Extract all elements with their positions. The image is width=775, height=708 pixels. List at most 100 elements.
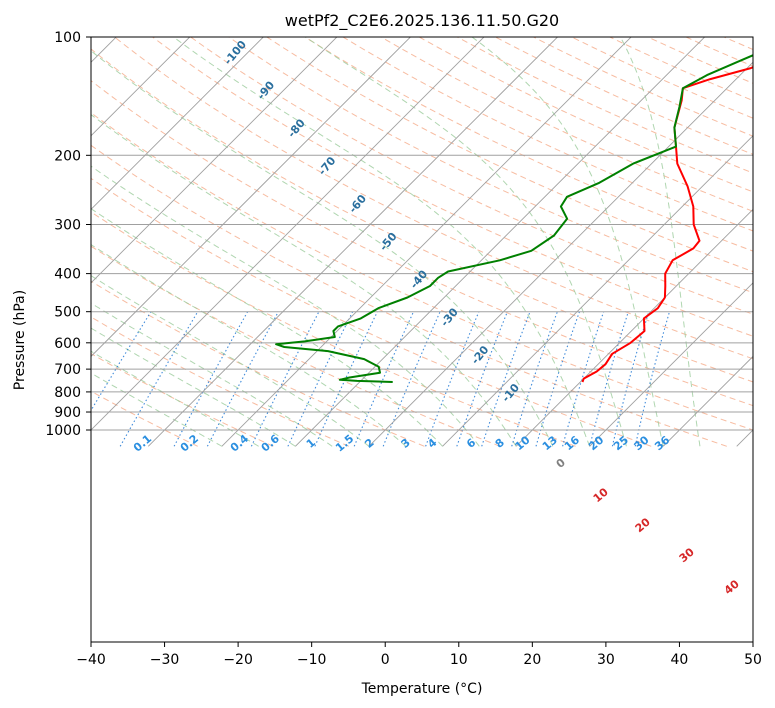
moist-adiabat-line — [91, 208, 443, 447]
y-tick-label: 400 — [54, 267, 81, 283]
dry-adiabat-line — [91, 353, 274, 447]
isotherm-line — [515, 208, 753, 447]
mixing-ratio-label: 10 — [512, 433, 532, 453]
mixing-ratio-line — [562, 311, 605, 447]
dry-adiabat-line — [91, 80, 753, 407]
x-tick-label: 20 — [523, 652, 541, 668]
plot-area: -100-90-80-70-60-50-40-30-20-100.1 0.2 0.4… — [0, 19, 753, 597]
mixing-ratio-lines — [91, 311, 671, 447]
x-tick-label: 0 — [381, 652, 390, 668]
mixing-ratio-line — [511, 311, 558, 447]
sounding-series — [275, 54, 753, 383]
y-tick-label: 500 — [54, 305, 81, 321]
dry-adiabat-line — [91, 211, 576, 447]
dry-adiabat-line — [151, 37, 753, 337]
isotherm-line — [368, 61, 753, 447]
moist-adiabat-label: 10 — [591, 485, 611, 505]
isotherm-line — [91, 37, 412, 358]
dry-adiabat-line — [91, 280, 425, 447]
dry-adiabat-label: -70 — [316, 154, 339, 178]
x-tick-label: −30 — [150, 652, 180, 668]
mixing-ratio-label: 4 — [425, 436, 439, 451]
moist-adiabat-label: 20 — [633, 515, 653, 535]
y-tick-label: 600 — [54, 336, 81, 352]
dry-adiabat-line — [265, 37, 753, 273]
dry-adiabat-label: -30 — [438, 305, 461, 329]
dry-adiabat-line — [227, 37, 753, 294]
mixing-ratio-label: 30 — [631, 433, 651, 453]
mixing-ratio-label: 0.6 — [259, 432, 283, 455]
moist-adiabat-label: 0 — [554, 456, 568, 471]
moist-adiabat-label: 30 — [677, 545, 697, 565]
dewpoint-profile — [275, 54, 753, 383]
y-tick-label: 700 — [54, 362, 81, 378]
mixing-ratio-line — [250, 311, 320, 447]
dry-adiabat-line — [91, 144, 727, 447]
mixing-ratio-label: 25 — [611, 433, 631, 453]
dry-adiabat-line — [91, 390, 198, 447]
mixing-ratio-line — [481, 311, 531, 447]
moist-adiabats — [91, 37, 701, 447]
moist-adiabat-line — [91, 327, 296, 447]
isotherm-line — [147, 37, 559, 447]
dry-adiabat-line — [91, 48, 753, 383]
x-tick-label: −20 — [223, 652, 253, 668]
mixing-ratio-line — [287, 311, 354, 447]
dry-adiabat-label: -100 — [221, 38, 249, 68]
x-axis-label: Temperature (°C) — [361, 681, 483, 697]
x-tick-label: 50 — [744, 652, 762, 668]
pressure-gridlines — [91, 37, 753, 431]
mixing-ratio-line — [456, 311, 508, 447]
mixing-ratio-line — [382, 311, 441, 447]
isotherm-line — [736, 429, 753, 447]
mixing-ratio-label: 0.2 — [178, 432, 201, 454]
isotherm-line — [0, 19, 61, 446]
dry-adiabat-line — [418, 37, 753, 193]
isotherm-line — [221, 37, 632, 447]
x-tick-label: −10 — [297, 652, 327, 668]
y-axis-ticks: 100 200 300 400 500 600 700 800 900 1000 — [45, 30, 91, 439]
x-tick-label: 10 — [450, 652, 468, 668]
dry-adiabat-line — [91, 316, 350, 447]
dry-adiabat-line — [91, 177, 652, 447]
mixing-ratio-line — [314, 311, 378, 447]
mixing-ratio-label: 13 — [540, 433, 560, 453]
y-axis-label: Pressure (hPa) — [12, 290, 28, 390]
isotherm-line — [442, 135, 753, 447]
mixing-ratio-line — [353, 311, 415, 447]
mixing-ratio-label: 3 — [399, 436, 413, 451]
mixing-ratio-label: 0.1 — [131, 432, 154, 454]
dry-adiabat-line — [570, 37, 753, 119]
isotherm-line — [91, 37, 264, 210]
mixing-ratio-line — [173, 311, 249, 447]
moist-adiabat-line — [91, 50, 554, 447]
isotherm-line — [91, 37, 485, 431]
mixing-ratio-label: 8 — [493, 436, 507, 451]
isotherm-line — [295, 37, 706, 447]
chart-title: wetPf2_C2E6.2025.136.11.50.G20 — [285, 11, 559, 31]
isotherm-line — [91, 37, 191, 137]
x-tick-label: 40 — [671, 652, 689, 668]
dry-adiabat-line — [608, 37, 753, 102]
dry-adiabat-line — [189, 37, 753, 315]
x-tick-label: −40 — [76, 652, 106, 668]
dry-adiabat-label: -50 — [377, 230, 400, 254]
y-tick-label: 100 — [54, 30, 81, 46]
dry-adiabat-line — [456, 37, 753, 174]
mixing-ratio-label: 16 — [562, 433, 582, 453]
mixing-ratio-label: 1.5 — [333, 432, 356, 454]
mixing-ratio-line — [425, 311, 480, 447]
dry-adiabat-label: -20 — [469, 343, 492, 367]
moist-adiabat-line — [91, 350, 259, 447]
y-tick-label: 1000 — [45, 423, 81, 439]
y-tick-label: 300 — [54, 218, 81, 234]
mixing-ratio-label: 2 — [362, 436, 376, 451]
isotherm-line — [91, 37, 338, 284]
mixing-ratio-label: 20 — [586, 433, 606, 453]
mixing-ratio-line — [634, 311, 671, 447]
y-tick-label: 200 — [54, 148, 81, 164]
dry-adiabat-line — [304, 37, 753, 252]
dry-adiabat-line — [91, 245, 501, 447]
dry-adiabats — [91, 37, 753, 447]
